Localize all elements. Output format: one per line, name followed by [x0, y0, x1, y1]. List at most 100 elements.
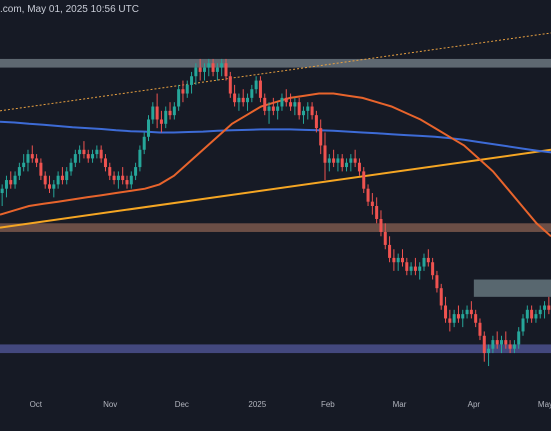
candle [233, 84, 237, 107]
candle-body [147, 119, 151, 137]
candle-body [185, 84, 189, 94]
candle-body [383, 231, 387, 245]
candle-body [521, 318, 525, 332]
candle-body [319, 128, 323, 146]
zones-layer [0, 58, 551, 354]
candle-body [392, 257, 396, 263]
candle [512, 340, 516, 354]
candle [327, 154, 331, 172]
candle [362, 167, 366, 194]
candle-body [435, 275, 439, 289]
candle-body [271, 106, 275, 111]
candle-body [499, 340, 504, 345]
candle [280, 93, 284, 111]
candle [95, 145, 99, 159]
candle [108, 162, 112, 181]
candle-body [164, 110, 168, 124]
candle-body [431, 262, 435, 276]
candle-body [155, 106, 159, 120]
candle-body [487, 348, 491, 354]
candle [258, 76, 262, 103]
candle [383, 223, 387, 250]
candle [246, 93, 250, 111]
candle-body [357, 162, 361, 172]
zone-mid-support [0, 223, 551, 232]
candle [508, 340, 512, 354]
candle [129, 171, 133, 189]
candle [35, 154, 39, 168]
candle-body [181, 89, 185, 94]
candle [538, 305, 542, 319]
candle-body [456, 314, 460, 319]
lines-layer [0, 32, 551, 238]
candle-body [220, 63, 224, 68]
candle-body [388, 244, 392, 258]
candle-body [39, 162, 43, 176]
candle [332, 149, 336, 168]
candle-body [47, 184, 52, 189]
candle [172, 102, 176, 120]
candle [159, 110, 163, 133]
candle-body [508, 344, 512, 349]
candle-body [159, 119, 163, 124]
candle-body [478, 322, 482, 336]
candle [504, 331, 508, 349]
candle-body [69, 162, 73, 172]
x-tick-label: Oct [30, 400, 43, 409]
candle [482, 331, 486, 362]
candle-body [250, 89, 254, 98]
candle [155, 93, 159, 129]
candle-body [237, 97, 241, 103]
candle [276, 102, 280, 120]
candle-body [379, 218, 383, 232]
candle [65, 167, 69, 185]
candle [237, 93, 241, 111]
candle [228, 71, 232, 98]
candle [319, 119, 323, 155]
candle [47, 175, 52, 194]
candle [267, 102, 271, 124]
candle-body [142, 136, 146, 150]
ma-fast-line [0, 92, 551, 238]
candle [43, 171, 47, 189]
candle-body [332, 158, 336, 163]
candle [543, 301, 547, 319]
candle [413, 257, 417, 276]
candle-body [233, 93, 237, 103]
candle-body [138, 149, 142, 168]
candle [349, 154, 353, 172]
candle-body [280, 97, 284, 107]
candle [138, 145, 142, 172]
candle [9, 171, 13, 189]
candle-body [482, 335, 486, 354]
candle-body [13, 175, 17, 185]
candle-body [86, 154, 90, 159]
candle-body [547, 305, 551, 310]
candle-body [306, 106, 310, 111]
candle [525, 305, 529, 323]
candle [39, 158, 43, 181]
candle-body [129, 175, 133, 185]
candle [121, 167, 125, 185]
candle [375, 197, 379, 224]
candle-body [168, 110, 172, 116]
candle-body [396, 257, 400, 263]
candle-body [336, 158, 340, 163]
candle [73, 149, 77, 168]
candle [297, 97, 301, 120]
candle-body [349, 158, 353, 163]
candle [400, 249, 404, 267]
candle-body [297, 102, 301, 116]
candle-body [78, 149, 82, 155]
candle [207, 58, 211, 77]
candle [353, 149, 357, 168]
candle [534, 309, 538, 323]
candle-body [194, 67, 198, 77]
candle [56, 171, 60, 189]
candle [487, 344, 491, 367]
candle [26, 149, 30, 172]
header-timestamp: .com, May 01, 2025 10:56 UTC [0, 4, 139, 15]
candle-body [340, 158, 344, 168]
candle-body [405, 262, 409, 271]
